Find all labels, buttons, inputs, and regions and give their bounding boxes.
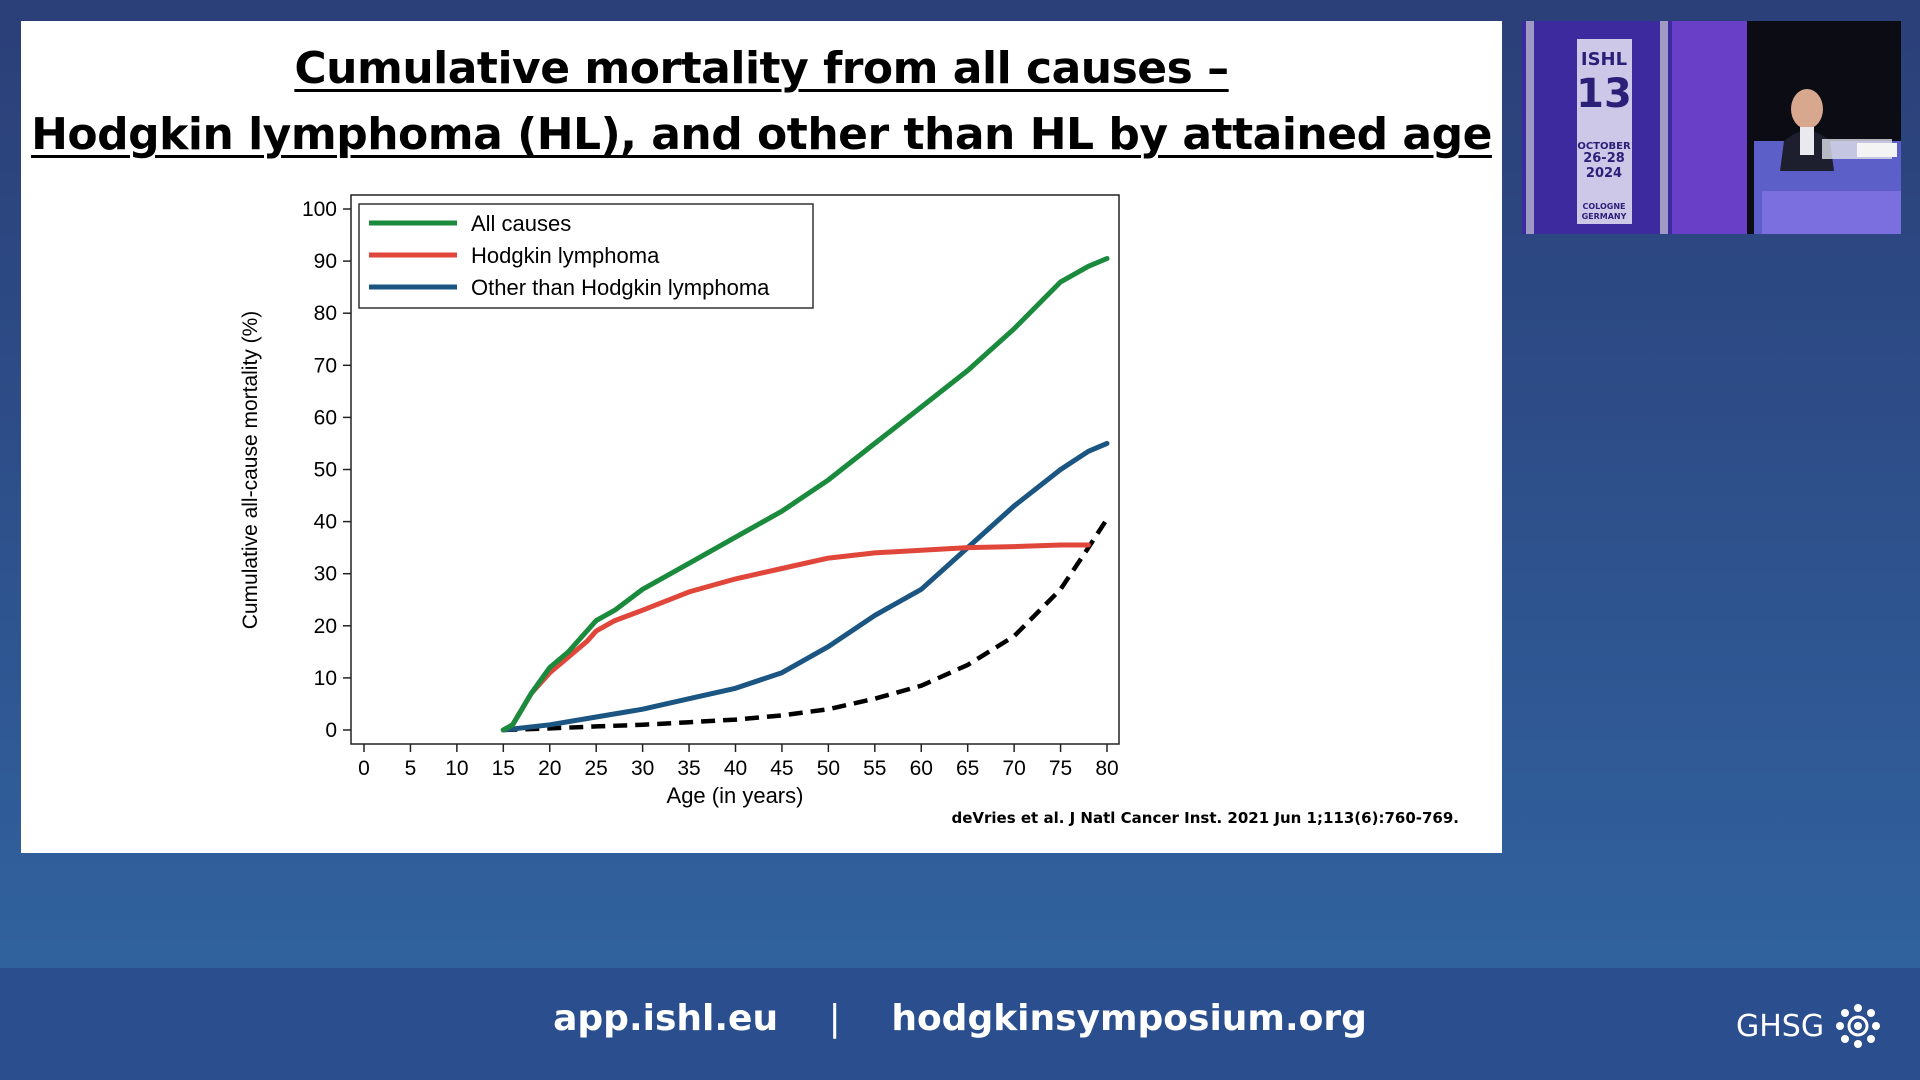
y-tick-label: 0	[325, 719, 337, 742]
banner-country: GERMANY	[1582, 212, 1627, 221]
y-tick-label: 90	[314, 250, 337, 273]
slide-title-line-2: Hodgkin lymphoma (HL), and other than HL…	[31, 109, 1492, 160]
banner-dates: 26-28	[1583, 151, 1625, 166]
ghsg-logo-text: GHSG	[1736, 1008, 1825, 1044]
x-tick-label: 20	[538, 757, 561, 780]
x-tick-label: 65	[956, 757, 979, 780]
x-tick-label: 40	[724, 757, 747, 780]
y-tick-label: 30	[314, 563, 337, 586]
series-line-other-than-hodgkin-lymphoma	[500, 440, 1110, 733]
ghsg-logo-icon	[1836, 1004, 1881, 1048]
x-axis-label: Age (in years)	[667, 783, 804, 808]
speaker-video-feed[interactable]: ISHL 13 OCTOBER 26-28 2024 COLOGNE GERMA…	[1522, 21, 1901, 234]
y-tick-label: 40	[314, 511, 337, 534]
x-tick-label: 70	[1002, 757, 1025, 780]
x-tick-label: 80	[1095, 757, 1118, 780]
banner-year: 2024	[1586, 166, 1622, 181]
series-line-all-causes	[500, 256, 1110, 733]
y-tick-label: 60	[314, 406, 337, 429]
banner-october: OCTOBER	[1577, 141, 1631, 152]
x-tick-label: 0	[358, 757, 370, 780]
y-tick-label: 50	[314, 459, 337, 482]
legend-entry: Other than Hodgkin lymphoma	[471, 275, 770, 300]
y-tick-label: 70	[314, 354, 337, 377]
citation: deVries et al. J Natl Cancer Inst. 2021 …	[951, 809, 1460, 827]
x-tick-label: 25	[585, 757, 608, 780]
legend-entry: Hodgkin lymphoma	[471, 243, 660, 268]
footer-bar: app.ishl.eu | hodgkinsymposium.org GHSG	[0, 968, 1920, 1080]
x-tick-label: 5	[405, 757, 417, 780]
ghsg-logo: GHSG	[1736, 1001, 1882, 1051]
slide: Cumulative mortality from all causes – H…	[21, 21, 1502, 853]
x-tick-label: 45	[770, 757, 793, 780]
x-tick-label: 35	[677, 757, 700, 780]
speaker-head	[1791, 89, 1823, 129]
y-tick-label: 20	[314, 615, 337, 638]
y-tick-label: 100	[302, 198, 337, 221]
x-tick-label: 15	[492, 757, 515, 780]
banner-city: COLOGNE	[1582, 202, 1625, 211]
x-tick-label: 60	[910, 757, 933, 780]
y-tick-label: 80	[314, 302, 337, 325]
banner-13: 13	[1576, 71, 1632, 117]
legend-entry: All causes	[471, 211, 571, 236]
y-axis-label: Cumulative all-cause mortality (%)	[239, 311, 262, 630]
x-tick-label: 10	[445, 757, 468, 780]
footer-separator: |	[828, 998, 841, 1039]
banner-ishl: ISHL	[1581, 49, 1627, 70]
mortality-chart: 0 10 20 30 40 50 60 70 80 90 100 0 5 10 15 20 25 30 35 40 4…	[239, 194, 1120, 808]
footer-link-symposium[interactable]: hodgkinsymposium.org	[891, 998, 1367, 1039]
footer-link-app[interactable]: app.ishl.eu	[553, 998, 779, 1039]
x-tick-label: 55	[863, 757, 886, 780]
x-tick-label: 30	[631, 757, 654, 780]
chart-legend: All causes Hodgkin lymphoma Other than Hod…	[358, 203, 814, 309]
x-tick-label: 50	[817, 757, 840, 780]
x-tick-label: 75	[1049, 757, 1072, 780]
y-tick-label: 10	[314, 667, 337, 690]
footer-links: app.ishl.eu | hodgkinsymposium.org	[0, 998, 1920, 1039]
slide-title-line-1: Cumulative mortality from all causes –	[294, 43, 1229, 94]
